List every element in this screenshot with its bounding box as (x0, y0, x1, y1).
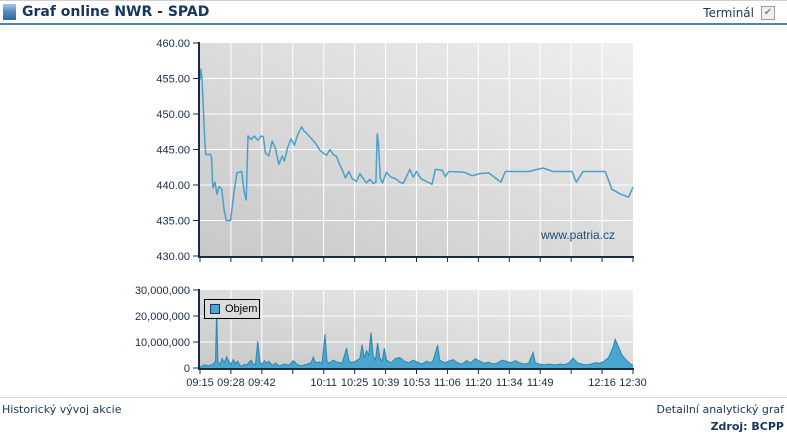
y-axis-label: 430.00 (156, 251, 190, 263)
terminal-link[interactable]: Terminál (703, 6, 754, 20)
y-axis-label: 20,000,000 (135, 311, 190, 323)
x-axis-label: 10:11 (310, 377, 337, 389)
y-axis-label: 440.00 (156, 180, 190, 192)
y-axis-label: 450.00 (156, 109, 190, 121)
x-axis-label: 11:49 (527, 377, 554, 389)
x-axis-label: 10:25 (341, 377, 369, 389)
y-axis-label: 10,000,000 (135, 337, 190, 349)
checkmark-icon: ✔ (763, 7, 773, 18)
y-axis-label: 445.00 (156, 145, 190, 157)
source-label: Zdroj: BCPP (710, 420, 784, 433)
footer-divider (0, 397, 787, 398)
link-detailed-analytical-chart[interactable]: Detailní analytický graf (656, 403, 784, 416)
link-historical-development[interactable]: Historický vývoj akcie (2, 403, 122, 416)
header-divider (0, 23, 787, 25)
x-axis-label: 11:20 (465, 377, 492, 389)
volume-area-outline (199, 307, 634, 368)
y-axis-label: 30,000,000 (135, 285, 190, 297)
x-axis-label: 11:34 (496, 377, 523, 389)
x-axis-label: 12:16 (588, 377, 616, 389)
price-line (199, 68, 634, 222)
x-axis-label: 09:28 (217, 377, 245, 389)
x-axis-label: 09:15 (186, 377, 214, 389)
x-axis-label: 09:42 (248, 377, 276, 389)
y-axis-label: 435.00 (156, 216, 190, 228)
y-axis-label: 460.00 (156, 38, 190, 50)
y-axis-label: 455.00 (156, 74, 190, 86)
watermark-text: www.patria.cz (541, 228, 616, 242)
x-axis-label: 12:30 (619, 377, 647, 389)
x-axis-label: 11:06 (434, 377, 461, 389)
volume-legend-label: Objem (225, 303, 258, 315)
page-title: Graf online NWR - SPAD (22, 4, 210, 20)
volume-legend-swatch (210, 304, 220, 314)
y-axis-label: 0 (184, 363, 190, 375)
x-axis-label: 10:53 (403, 377, 431, 389)
volume-legend: Objem (204, 299, 260, 319)
x-axis-label: 10:39 (372, 377, 400, 389)
terminal-checkbox[interactable]: ✔ (761, 6, 775, 20)
title-bullet-icon (3, 4, 16, 20)
